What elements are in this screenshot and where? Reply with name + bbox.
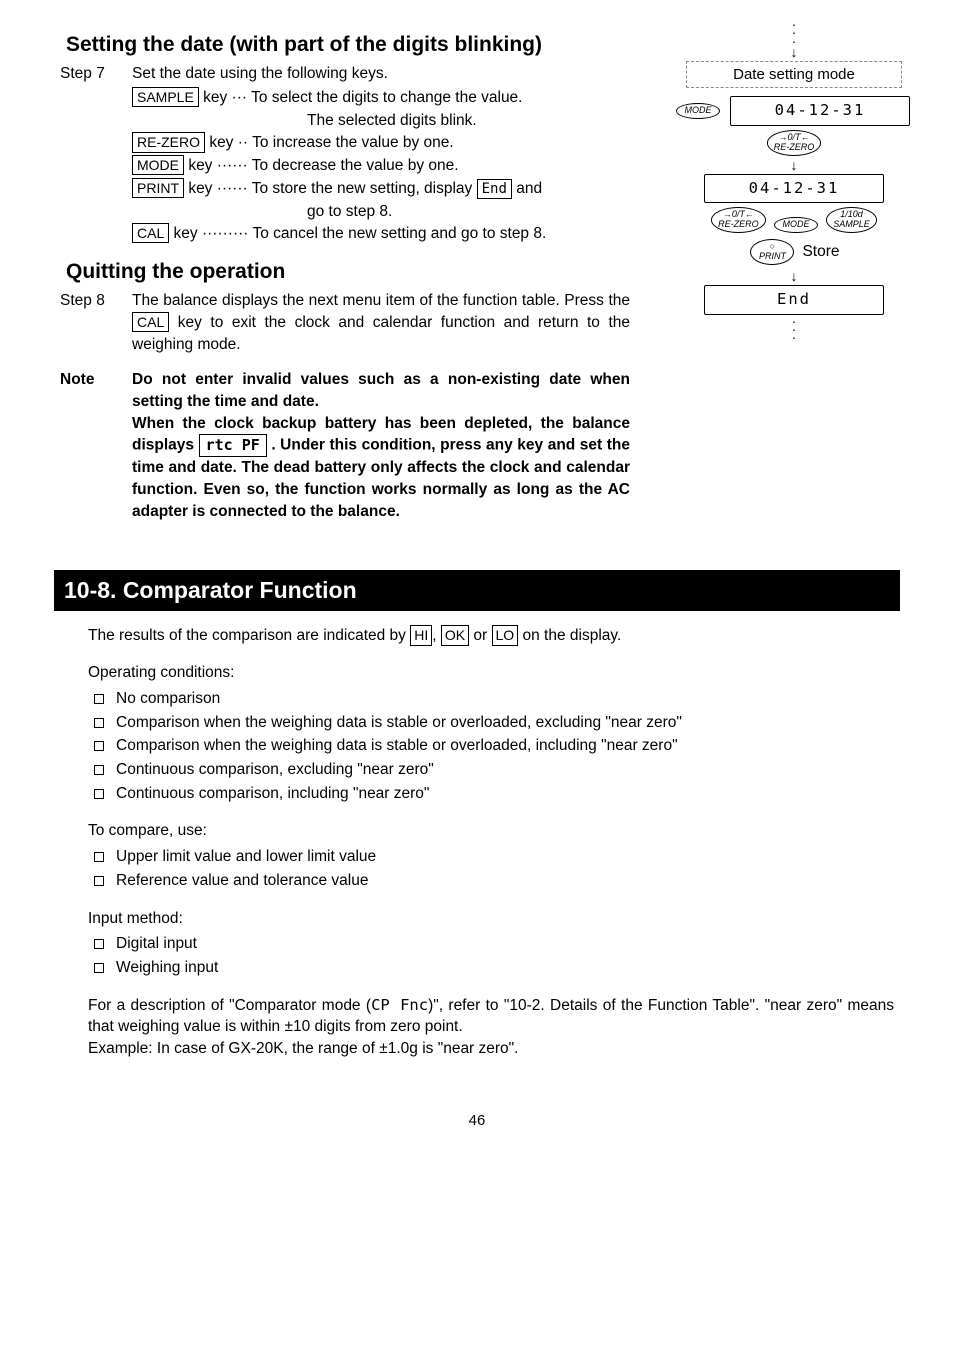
print-end-box: End [477, 179, 512, 199]
lcd-2: 04-12-31 [704, 174, 884, 204]
step8-text-b: key to exit the clock and calendar funct… [132, 314, 630, 353]
sample-desc2: The selected digits blink. [307, 110, 630, 132]
step8-cal-key: CAL [132, 312, 169, 332]
lcd-1: 04-12-31 [730, 96, 910, 126]
cond-5: Continuous comparison, including "near z… [88, 783, 894, 805]
rezero-button: →0/T← RE-ZERO [767, 130, 822, 156]
desc-a: For a description of "Comparator mode ( [88, 997, 371, 1014]
mode-button-2: MODE [774, 217, 818, 233]
rezero-desc: key ·· To increase the value by one. [209, 134, 453, 151]
arrow-down-icon-2: ↓ [674, 158, 914, 172]
note-l1: Do not enter invalid values such as a no… [132, 371, 630, 410]
cond-3: Comparison when the weighing data is sta… [88, 735, 894, 757]
sample-button: 1/10d SAMPLE [826, 207, 877, 233]
cal-key: CAL [132, 223, 169, 243]
step7-label: Step 7 [60, 63, 132, 85]
note-label: Note [60, 369, 132, 522]
step7-intro: Set the date using the following keys. [132, 63, 630, 85]
print-desc-b: and [516, 180, 542, 197]
comparator-heading: 10-8. Comparator Function [54, 570, 900, 610]
heading-setting-date: Setting the date (with part of the digit… [66, 30, 630, 59]
hi-box: HI [410, 625, 432, 647]
vdots-icon: ··· [674, 20, 914, 45]
lcd-3: End [704, 285, 884, 315]
rezero-button-2: →0/T← RE-ZERO [711, 207, 766, 233]
store-label: Store [802, 241, 839, 263]
input-1: Digital input [88, 933, 894, 955]
rezero-key: RE-ZERO [132, 132, 205, 152]
heading-quitting: Quitting the operation [66, 257, 630, 286]
arrow-down-icon: ↓ [674, 45, 914, 59]
comp-intro-b: on the display. [523, 627, 622, 644]
cpfnc: CP Fnc [371, 996, 428, 1014]
print-desc-a: key ······ To store the new setting, dis… [188, 180, 476, 197]
diagram: ··· ↓ Date setting mode MODE 04-12-31 →0… [674, 20, 914, 342]
mode-key: MODE [132, 155, 184, 175]
ok-box: OK [441, 625, 469, 647]
use-2: Reference value and tolerance value [88, 870, 894, 892]
step8-text-a: The balance displays the next menu item … [132, 292, 630, 309]
arrow-down-icon-3: ↓ [674, 269, 914, 283]
comp-intro-a: The results of the comparison are indica… [88, 627, 410, 644]
cond-1: No comparison [88, 688, 894, 710]
print-desc2: go to step 8. [307, 201, 630, 223]
compare-label: To compare, use: [88, 820, 894, 842]
date-mode-box: Date setting mode [686, 61, 902, 88]
input-2: Weighing input [88, 957, 894, 979]
step8-label: Step 8 [60, 290, 132, 355]
input-method-label: Input method: [88, 908, 894, 930]
page-number: 46 [60, 1110, 894, 1131]
sep1: , [432, 627, 441, 644]
sample-desc: key ··· To select the digits to change t… [203, 89, 522, 106]
use-1: Upper limit value and lower limit value [88, 846, 894, 868]
mode-desc: key ······ To decrease the value by one. [188, 157, 458, 174]
desc-c: Example: In case of GX-20K, the range of… [88, 1038, 894, 1060]
cond-4: Continuous comparison, excluding "near z… [88, 759, 894, 781]
vdots-icon-2: ··· [674, 317, 914, 342]
op-cond-label: Operating conditions: [88, 662, 894, 684]
print-key: PRINT [132, 178, 184, 198]
sample-key: SAMPLE [132, 87, 199, 107]
mode-button: MODE [676, 103, 720, 119]
note-rtc-box: rtc PF [199, 434, 267, 457]
print-button: ○ PRINT [750, 239, 794, 265]
cal-desc: key ········· To cancel the new setting … [174, 225, 547, 242]
sep2: or [469, 627, 491, 644]
cond-2: Comparison when the weighing data is sta… [88, 712, 894, 734]
lo-box: LO [492, 625, 519, 647]
